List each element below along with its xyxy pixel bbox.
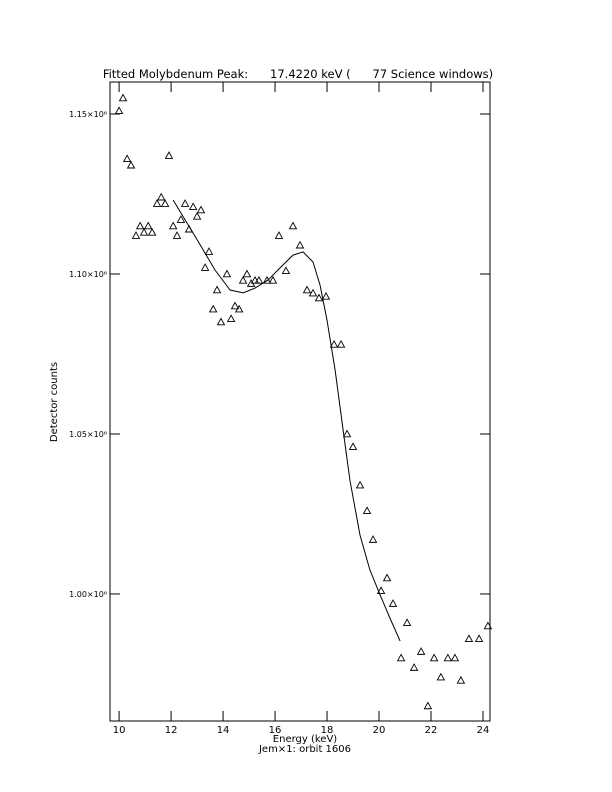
data-point [456,675,466,684]
data-point [222,269,232,278]
subtitle: Jem×1: orbit 1606 [258,744,351,755]
data-point [180,199,190,207]
data-point [483,621,493,630]
data-point [114,106,124,115]
y-tick-label: 1.00×10⁶ [69,590,107,599]
data-point [143,221,153,230]
x-tick-label: 10 [113,725,126,736]
y-tick-label: 1.10×10⁶ [69,270,107,279]
data-point [308,288,318,297]
data-point [295,240,305,249]
data-point [152,199,162,207]
data-point [388,599,398,607]
data-point [176,215,186,223]
data-point [436,672,446,681]
data-point [164,151,174,159]
data-point [450,653,460,662]
data-point [254,275,264,284]
data-point [156,192,166,201]
data-point [355,480,365,489]
data-point [429,653,439,662]
data-point [118,93,128,102]
x-tick-label: 12 [165,725,178,736]
data-point [281,266,291,275]
data-point [172,231,182,239]
data-point [196,205,206,214]
x-tick-label: 20 [373,725,386,736]
data-point [362,506,372,515]
data-point [342,429,352,438]
data-point [238,275,248,284]
x-tick-label: 22 [425,725,438,736]
x-axis-label: Energy (keV) [273,734,338,745]
data-point [226,314,236,323]
data-point [139,227,149,236]
data-point [474,634,484,643]
data-point [242,269,252,278]
data-point [192,211,202,220]
y-axis-label: Detector counts [49,362,60,442]
data-point [376,586,386,595]
y-tick-label: 1.15×10⁶ [69,110,107,119]
data-point [274,231,284,239]
data-point [188,202,198,211]
chart-title: Fitted Molybdenum Peak: 17.4220 keV ( 77… [103,67,493,81]
data-point [160,199,170,207]
data-point [288,221,298,230]
data-point [122,154,132,163]
plot-frame [109,81,491,722]
y-tick-label: 1.05×10⁶ [69,430,107,439]
data-point [268,275,278,284]
data-point [423,701,433,710]
data-point [204,247,214,255]
data-point [321,291,331,300]
data-point [234,304,244,313]
x-tick-label: 24 [477,725,490,736]
data-point [168,221,178,230]
data-point [348,442,358,451]
x-tick-label: 18 [321,725,334,736]
fit-line [172,199,401,642]
data-point [329,339,339,348]
x-tick-label: 16 [269,725,282,736]
data-point [200,263,210,271]
data-point [131,231,141,239]
data-point [126,160,136,169]
x-tick-label: 14 [217,725,230,736]
data-point [216,317,226,326]
data-point [212,285,222,294]
data-point [416,647,426,655]
data-point [443,653,453,662]
data-point [402,618,412,627]
data-point [396,653,406,662]
data-point [147,227,157,236]
data-point [314,293,324,302]
data-point [208,304,218,313]
data-point [382,573,392,582]
data-point [336,339,346,348]
data-point [135,221,145,230]
data-point [368,535,378,543]
data-point [230,301,240,310]
data-point [409,663,419,671]
data-point [302,285,312,294]
data-point [464,634,474,643]
